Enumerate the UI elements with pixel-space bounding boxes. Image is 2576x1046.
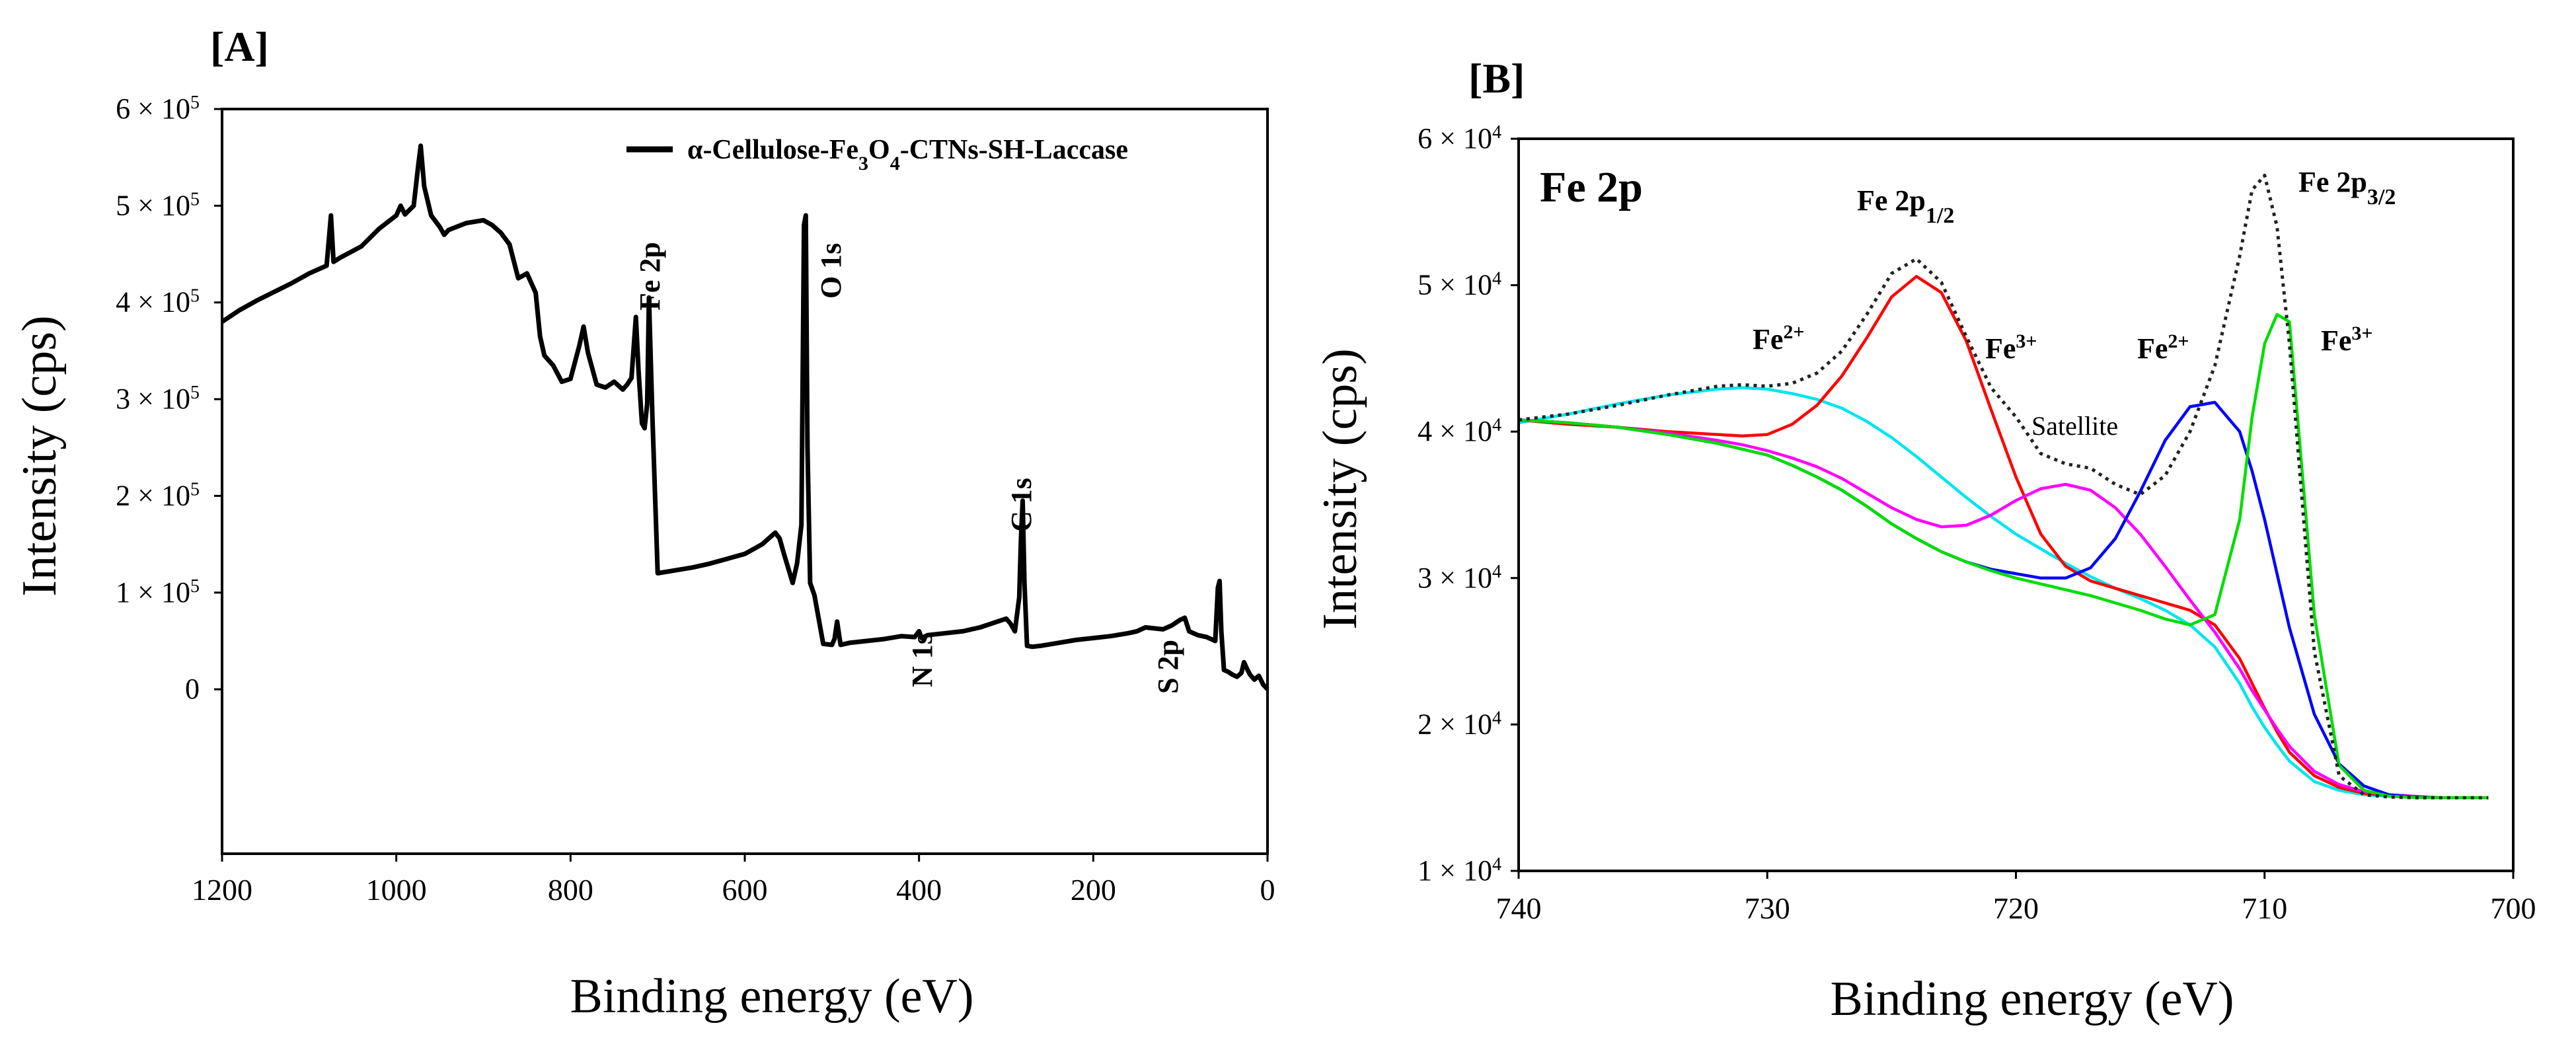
x-tick-label: 400: [896, 873, 942, 907]
annotation-fe2-2p32: Fe2+: [2137, 330, 2189, 365]
panel-a: [A] 0 1 × 105 2 × 105 3 × 105 4 × 105 5 × 105…: [13, 23, 1275, 1024]
peak-label-s-2p: S 2p: [1152, 640, 1184, 694]
x-tick-label: 800: [548, 873, 593, 907]
y-tick-label: 4 × 105: [116, 285, 200, 318]
series-line-fe-2p3-2-fe3: [1518, 313, 2489, 800]
panel-b-plot-frame: [1517, 137, 2515, 872]
y-tick-label: 1 × 104: [1418, 854, 1501, 887]
y-tick-label: 2 × 104: [1418, 708, 1501, 741]
series-line-fe-2p3-2-fe2: [1518, 400, 2489, 800]
panel-a-series-layer: [221, 143, 1269, 691]
y-tick-label: 4 × 104: [1418, 415, 1501, 448]
legend-label: α-Cellulose-Fe3O4-CTNs-SH-Laccase: [687, 135, 1128, 174]
peak-label-fe-2p: Fe 2p: [634, 242, 666, 311]
y-tick-label: 1 × 105: [116, 576, 200, 609]
annotation-satellite: Satellite: [2031, 411, 2118, 441]
panel-a-y-ticks: 0 1 × 105 2 × 105 3 × 105 4 × 105 5 × 105 6 × …: [116, 93, 222, 705]
panel-b-x-ticks: 740 730 720 710 700: [1496, 871, 2536, 925]
annotation-fe-2p-1-2: Fe 2p1/2: [1857, 184, 1954, 228]
x-tick-label: 740: [1496, 891, 1542, 925]
panel-b-y-ticks: 1 × 104 2 × 104 3 × 104 4 × 104 5 × 104 6 × 1…: [1418, 122, 1519, 887]
panel-a-legend: α-Cellulose-Fe3O4-CTNs-SH-Laccase: [626, 135, 1128, 174]
panel-a-plot-frame: [221, 108, 1269, 855]
y-tick-label: 5 × 105: [116, 189, 200, 222]
peak-label-c-1s: C 1s: [1005, 478, 1038, 532]
x-tick-label: 200: [1071, 873, 1116, 907]
series-line-satellite: [1518, 418, 2489, 800]
x-tick-label: 720: [1993, 891, 2039, 925]
series-line-fe2-shake-up: [1518, 386, 2489, 800]
series-line-cellulose-fe3o4-ctns-sh-laccase: [221, 143, 1269, 691]
y-tick-label: 2 × 105: [116, 479, 200, 512]
annotation-fe3-2p12: Fe3+: [1985, 330, 2037, 365]
region-label-fe-2p: Fe 2p: [1540, 163, 1643, 211]
series-line-envelope: [1518, 173, 2489, 800]
y-tick-label: 5 × 104: [1418, 268, 1501, 301]
panel-b-label: [B]: [1468, 55, 1525, 102]
panel-a-label: [A]: [210, 23, 269, 70]
y-tick-label: 3 × 105: [116, 383, 200, 416]
panel-b: [B] 1 × 104 2 × 104 3 × 104 4 × 104 5 × 104 6…: [1313, 55, 2536, 1026]
x-tick-label: 0: [1260, 873, 1275, 907]
panel-b-series-layer: [1518, 173, 2489, 800]
annotation-fe2-satellite-region: Fe2+: [1753, 321, 1805, 356]
panel-a-x-ticks: 1200 1000 800 600 400 200 0: [192, 854, 1275, 907]
panel-b-y-axis-title: Intensity (cps): [1313, 348, 1367, 629]
panel-a-y-axis-title: Intensity (cps): [13, 315, 67, 596]
y-tick-label: 0: [185, 673, 200, 705]
annotation-fe-2p-3-2: Fe 2p3/2: [2298, 166, 2396, 209]
peak-label-o-1s: O 1s: [815, 243, 847, 299]
x-tick-label: 700: [2491, 891, 2536, 925]
x-tick-label: 1200: [192, 873, 252, 907]
y-tick-label: 6 × 104: [1418, 122, 1501, 155]
y-tick-label: 3 × 104: [1418, 561, 1501, 594]
peak-label-n-1s: N 1s: [906, 633, 938, 687]
x-tick-label: 730: [1745, 891, 1790, 925]
panel-b-x-axis-title: Binding energy (eV): [1830, 972, 2234, 1026]
panel-a-x-axis-title: Binding energy (eV): [570, 969, 973, 1024]
annotation-fe3-2p32: Fe3+: [2321, 322, 2373, 357]
y-tick-label: 6 × 105: [116, 93, 200, 126]
x-tick-label: 1000: [366, 873, 427, 907]
x-tick-label: 600: [722, 873, 768, 907]
x-tick-label: 710: [2242, 891, 2287, 925]
